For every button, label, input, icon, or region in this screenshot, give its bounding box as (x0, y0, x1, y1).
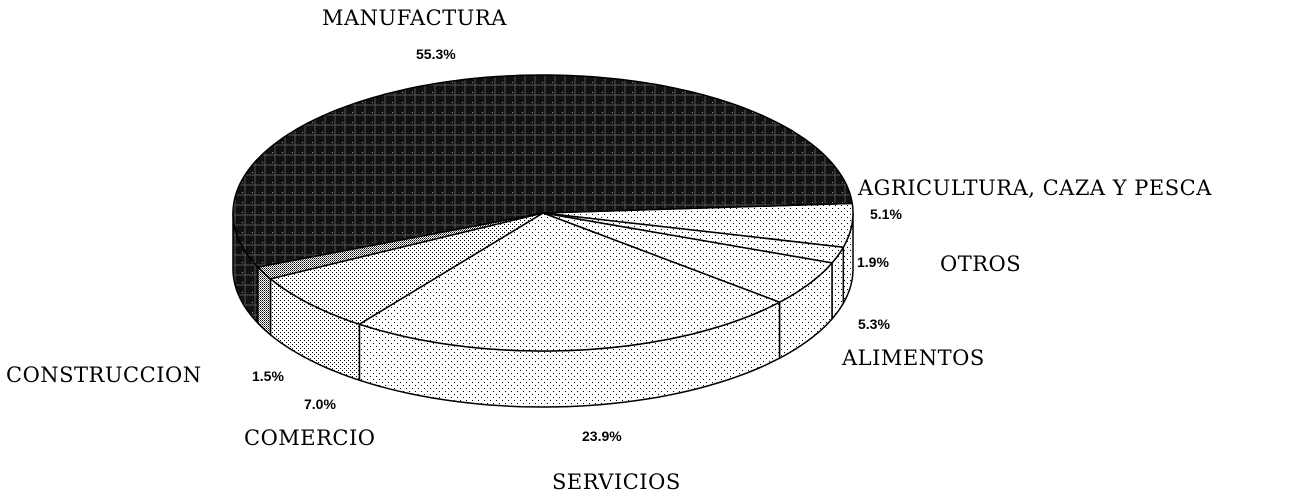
label-servicios: SERVICIOS (552, 470, 681, 494)
pct-comercio: 7.0% (304, 396, 336, 412)
pct-manufactura: 55.3% (416, 46, 456, 62)
pie-slice-comercio (268, 212, 544, 326)
pie-slice-alimentos (542, 212, 834, 304)
pie-slice-servicios (357, 212, 782, 352)
pct-alimentos: 5.3% (858, 316, 890, 332)
pct-construccion: 1.5% (252, 368, 284, 384)
pct-servicios: 23.9% (582, 428, 622, 444)
label-manufactura: MANUFACTURA (322, 6, 507, 30)
label-alimentos: ALIMENTOS (842, 346, 985, 370)
label-agricultura: AGRICULTURA, CAZA Y PESCA (858, 176, 1212, 200)
label-construccion: CONSTRUCCION (6, 363, 202, 387)
label-otros: OTROS (940, 252, 1022, 276)
pie-slice-manufactura (232, 74, 854, 268)
label-comercio: COMERCIO (244, 426, 376, 450)
pct-agricultura: 5.1% (870, 206, 902, 222)
pct-otros: 1.9% (857, 254, 889, 270)
pie-slice-construccion (256, 212, 544, 280)
pie-slice-agricultura-caza-y-pesca (542, 202, 854, 249)
